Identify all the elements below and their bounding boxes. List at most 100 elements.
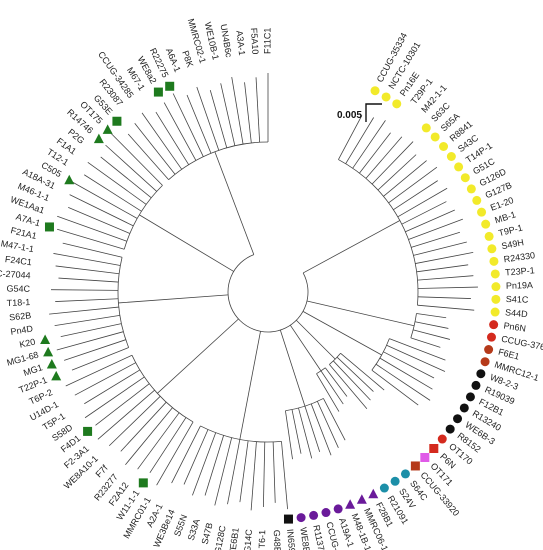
leaf-square-marker (165, 81, 175, 91)
leaf-label: A7A-1 (15, 212, 42, 229)
leaf-branch (196, 86, 220, 151)
leaf-branch (413, 241, 467, 256)
leaf-branch (84, 174, 142, 212)
tree-leaf: K20 (18, 334, 51, 350)
leaf-branch (69, 194, 134, 227)
tree-leaf: S33A (186, 518, 202, 542)
clade-stem (118, 294, 229, 304)
tree-leaf: S62B (9, 310, 32, 322)
tree-leaf: S47B (200, 522, 215, 546)
leaf-label: S49H (501, 237, 525, 251)
tree-leaf: F11C1 (262, 28, 272, 54)
leaf-branch (388, 166, 438, 204)
leaf-circle-marker (484, 231, 494, 241)
leaf-triangle-marker (40, 334, 51, 345)
leaf-label: A3A-1 (234, 30, 247, 56)
leaf-circle-marker (379, 483, 389, 493)
tree-leaf: S44D (490, 307, 529, 319)
leaf-branch (417, 275, 474, 281)
tree-leaf: MG1-68 (6, 346, 54, 368)
tree-leaf: T18-1 (6, 297, 30, 308)
leaf-circle-marker (490, 269, 500, 279)
leaf-triangle-marker (51, 370, 62, 381)
leaf-branch (414, 321, 449, 329)
leaf-label: UN4B6c (219, 23, 235, 58)
tree-leaf: Pn6N (489, 320, 527, 334)
leaf-branch (281, 441, 288, 510)
tree-leaves: CCUG-35334NCTC-10301Pn16ET29P-1M42-1-1S6… (0, 17, 543, 550)
leaf-circle-marker (480, 357, 490, 367)
leaf-label: Pn19A (506, 280, 533, 291)
leaf-branch (386, 344, 446, 372)
leaf-branch (338, 115, 363, 160)
tree-leaf: R24330 (489, 250, 536, 266)
clade-stem (139, 214, 234, 272)
leaf-branch (417, 296, 471, 299)
leaf-label: S33A (186, 518, 202, 542)
leaf-branch (320, 370, 344, 405)
leaf-branch (416, 264, 469, 273)
clade-arc (285, 398, 324, 412)
tree-leaf: Pn4D (10, 323, 34, 336)
leaf-branch (405, 209, 455, 233)
leaf-triangle-marker (102, 124, 113, 134)
leaf-branch (389, 338, 446, 361)
leaf-branch (84, 376, 145, 419)
leaf-circle-marker (471, 380, 481, 390)
leaf-circle-marker (481, 219, 491, 229)
tree-leaf: G54C (6, 284, 30, 294)
leaf-square-marker (420, 452, 430, 462)
leaf-label: M47-1-1 (0, 238, 35, 254)
leaf-label: S44D (505, 307, 529, 319)
leaf-branch (324, 367, 348, 397)
leaf-label: IN6590 (285, 529, 298, 550)
leaf-circle-marker (487, 244, 497, 254)
leaf-branch (413, 329, 451, 340)
leaf-square-marker (283, 514, 293, 524)
leaf-label: F6E1 (497, 347, 520, 362)
leaf-triangle-marker (93, 133, 104, 144)
leaf-branch (262, 441, 266, 507)
leaf-branch (379, 357, 433, 390)
leaf-branch (137, 412, 180, 470)
leaf-branch (291, 409, 302, 454)
leaf-branch (340, 352, 385, 391)
leaf-branch (51, 289, 119, 291)
leaf-label: S41C (506, 294, 529, 305)
leaf-circle-marker (454, 162, 464, 172)
tree-leaf: F24C1 (4, 254, 32, 267)
leaf-branch (415, 252, 474, 264)
leaf-square-marker (138, 478, 148, 488)
leaf-label: F11C1 (262, 28, 272, 54)
tree-leaf: T23P-1 (490, 265, 535, 279)
clade-arc (200, 425, 282, 443)
leaf-branch (120, 401, 167, 452)
leaf-branch (58, 277, 119, 283)
leaf-label: S47B (200, 522, 215, 546)
clade-stem (289, 324, 322, 372)
clade-arc (316, 367, 326, 375)
leaf-label: P8K (180, 49, 195, 68)
leaf-square-marker (153, 87, 163, 97)
leaf-circle-marker (400, 469, 410, 479)
clade-arc (123, 185, 163, 250)
tree-leaf: S41C (491, 294, 529, 305)
clade-stem (239, 331, 261, 440)
leaf-branch (171, 425, 201, 484)
leaf-branch (255, 77, 261, 143)
leaf-branch (310, 403, 332, 456)
tree-leaf: WE6B1 (227, 527, 241, 550)
leaf-branch (220, 83, 236, 146)
leaf-branch (371, 141, 414, 185)
leaf-label: F24C1 (4, 254, 32, 267)
tree-leaf: F5A10 (249, 28, 260, 55)
leaf-branch (397, 187, 448, 218)
leaf-branch (304, 406, 321, 452)
leaf-branch (227, 439, 241, 505)
leaf-branch (100, 156, 152, 199)
leaf-circle-marker (381, 92, 391, 102)
leaf-label: F21A1 (10, 225, 38, 241)
leaf-label: T9P-1 (497, 223, 523, 239)
leaf-circle-marker (437, 434, 447, 444)
scale-bar: 0.005 (337, 103, 382, 122)
